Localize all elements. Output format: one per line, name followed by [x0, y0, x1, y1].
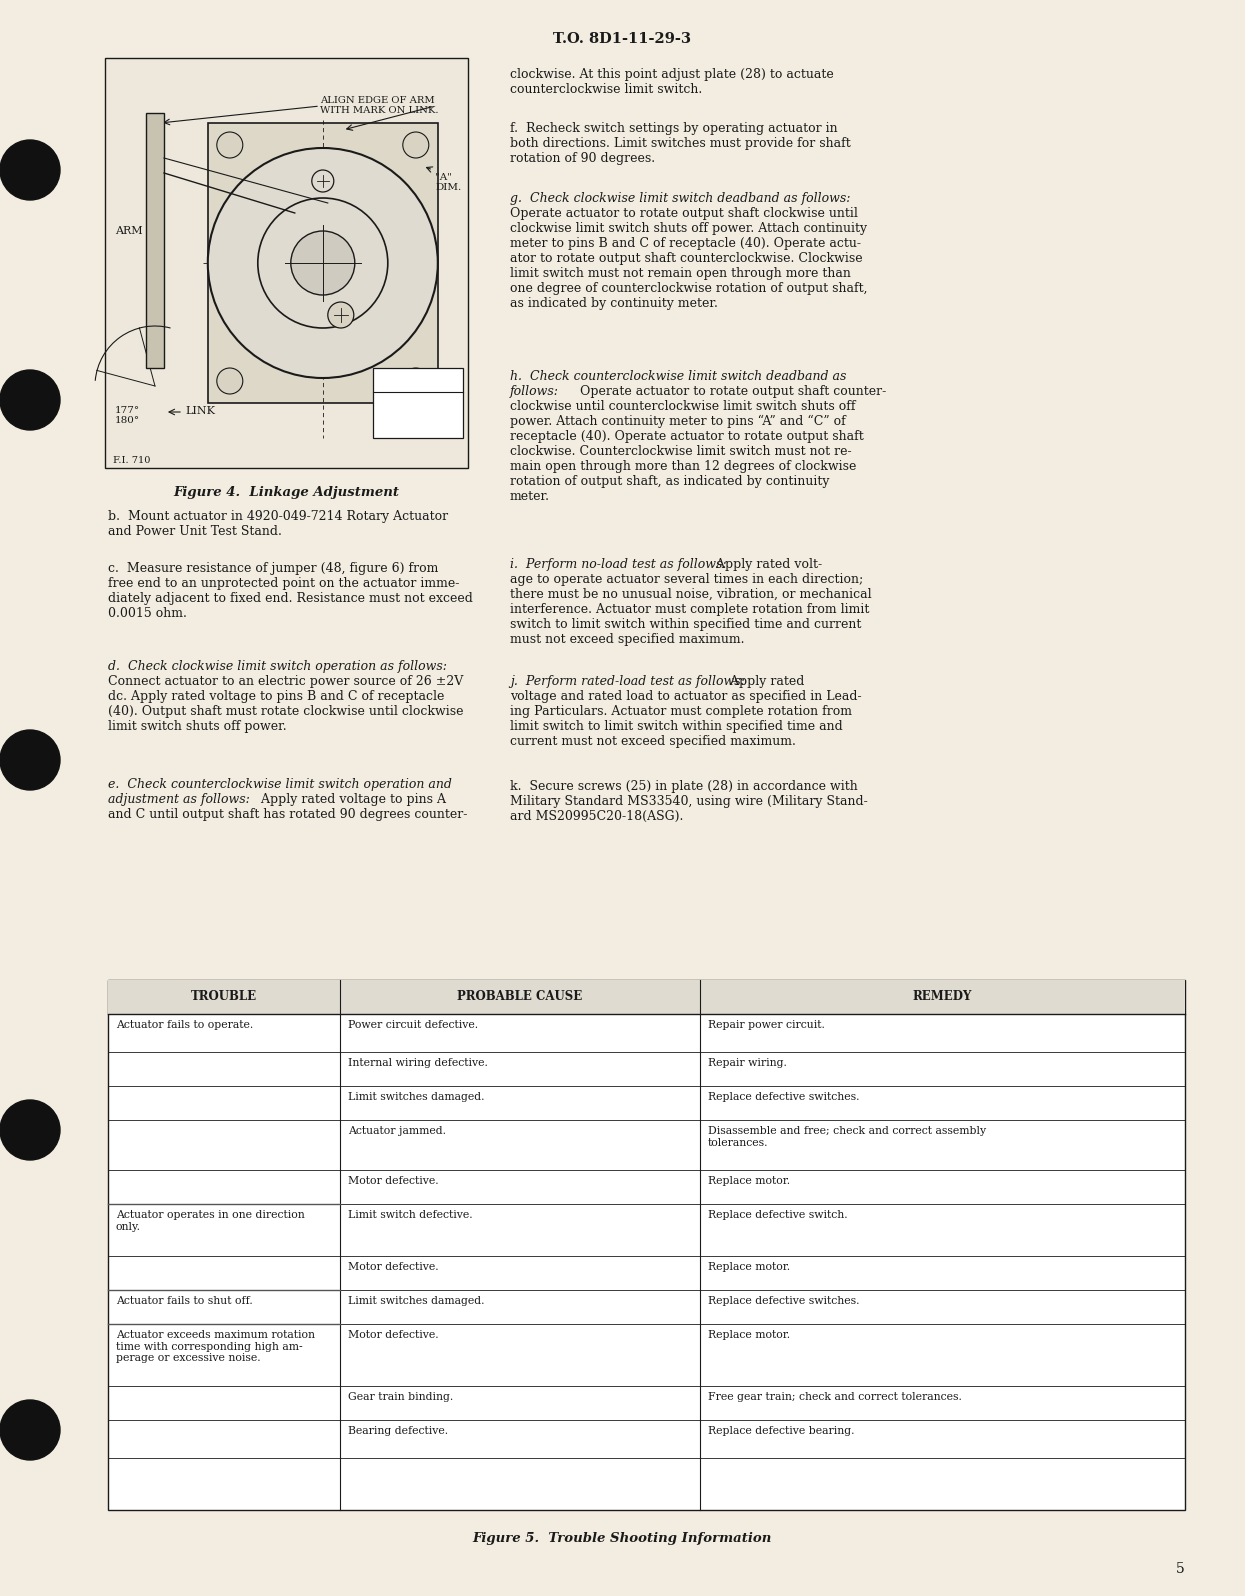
Text: ARM: ARM	[115, 227, 143, 236]
Circle shape	[217, 369, 243, 394]
Text: adjustment as follows:: adjustment as follows:	[108, 793, 250, 806]
Text: Motor defective.: Motor defective.	[349, 1262, 438, 1272]
Text: Operate actuator to rotate output shaft counter-: Operate actuator to rotate output shaft …	[571, 385, 886, 397]
Circle shape	[0, 140, 60, 200]
Text: 177°
180°: 177° 180°	[115, 405, 141, 426]
Text: age to operate actuator several times in each direction;
there must be no unusua: age to operate actuator several times in…	[510, 573, 872, 646]
Text: "A"
DIM.: "A" DIM.	[435, 172, 461, 193]
Bar	[146, 113, 164, 369]
Text: Operate actuator to rotate output shaft clockwise until
clockwise limit switch s: Operate actuator to rotate output shaft …	[510, 207, 868, 310]
Text: j.  Perform rated-load test as follows:: j. Perform rated-load test as follows:	[510, 675, 745, 688]
Text: b.  Mount actuator in 4920-049-7214 Rotary Actuator
and Power Unit Test Stand.: b. Mount actuator in 4920-049-7214 Rotar…	[108, 511, 448, 538]
Text: F.I. 710: F.I. 710	[113, 456, 151, 464]
Text: A: A	[413, 373, 423, 386]
Circle shape	[311, 171, 334, 192]
Text: Limit switches damaged.: Limit switches damaged.	[349, 1296, 484, 1306]
Text: T.O. 8D1-11-29-3: T.O. 8D1-11-29-3	[553, 32, 691, 46]
Text: Disassemble and free; check and correct assembly
tolerances.: Disassemble and free; check and correct …	[708, 1127, 986, 1148]
Text: Replace defective bearing.: Replace defective bearing.	[708, 1425, 854, 1436]
Text: e.  Check counterclockwise limit switch operation and: e. Check counterclockwise limit switch o…	[108, 777, 452, 792]
Bar	[108, 980, 1185, 1013]
Bar	[208, 123, 438, 404]
Text: d.  Check clockwise limit switch operation as follows:: d. Check clockwise limit switch operatio…	[108, 661, 447, 674]
Text: h.  Check counterclockwise limit switch deadband as: h. Check counterclockwise limit switch d…	[510, 370, 847, 383]
Text: Gear train binding.: Gear train binding.	[349, 1392, 453, 1401]
Text: and C until output shaft has rotated 90 degrees counter-: and C until output shaft has rotated 90 …	[108, 808, 467, 820]
Text: 5: 5	[1177, 1562, 1185, 1575]
Text: REMEDY: REMEDY	[913, 990, 971, 1002]
Text: ALIGN EDGE OF ARM
WITH MARK ON LINK.: ALIGN EDGE OF ARM WITH MARK ON LINK.	[320, 96, 438, 115]
Text: Replace motor.: Replace motor.	[708, 1176, 791, 1186]
Text: Actuator exceeds maximum rotation
time with corresponding high am-
perage or exc: Actuator exceeds maximum rotation time w…	[116, 1329, 315, 1363]
Circle shape	[0, 729, 60, 790]
Text: Free gear train; check and correct tolerances.: Free gear train; check and correct toler…	[708, 1392, 962, 1401]
Text: Repair power circuit.: Repair power circuit.	[708, 1020, 825, 1029]
Text: c.  Measure resistance of jumper (48, figure 6) from
free end to an unprotected : c. Measure resistance of jumper (48, fig…	[108, 562, 473, 619]
Text: i.  Perform no-load test as follows:: i. Perform no-load test as follows:	[510, 559, 727, 571]
Text: Power circuit defective.: Power circuit defective.	[349, 1020, 478, 1029]
Bar	[374, 369, 463, 437]
Text: clockwise until counterclockwise limit switch shuts off
power. Attach continuity: clockwise until counterclockwise limit s…	[510, 401, 864, 503]
Text: Apply rated volt-: Apply rated volt-	[708, 559, 822, 571]
Circle shape	[403, 132, 428, 158]
Circle shape	[291, 231, 355, 295]
Text: Internal wiring defective.: Internal wiring defective.	[349, 1058, 488, 1068]
Text: Actuator fails to shut off.: Actuator fails to shut off.	[116, 1296, 253, 1306]
Circle shape	[0, 370, 60, 429]
Text: follows:: follows:	[510, 385, 559, 397]
Text: Apply rated voltage to pins A: Apply rated voltage to pins A	[253, 793, 446, 806]
Text: Actuator fails to operate.: Actuator fails to operate.	[116, 1020, 253, 1029]
Text: Connect actuator to an electric power source of 26 ±2V
dc. Apply rated voltage t: Connect actuator to an electric power so…	[108, 675, 463, 733]
Text: Actuator jammed.: Actuator jammed.	[349, 1127, 446, 1136]
Text: voltage and rated load to actuator as specified in Lead-
ing Particulars. Actuat: voltage and rated load to actuator as sp…	[510, 689, 862, 749]
Circle shape	[0, 1100, 60, 1160]
Text: Replace defective switches.: Replace defective switches.	[708, 1092, 859, 1101]
Text: k.  Secure screws (25) in plate (28) in accordance with
Military Standard MS3354: k. Secure screws (25) in plate (28) in a…	[510, 780, 868, 824]
Text: TROUBLE: TROUBLE	[190, 990, 256, 1002]
Text: Figure 5.  Trouble Shooting Information: Figure 5. Trouble Shooting Information	[472, 1532, 772, 1545]
Circle shape	[0, 1400, 60, 1460]
Text: Actuator operates in one direction
only.: Actuator operates in one direction only.	[116, 1210, 305, 1232]
Text: f.  Recheck switch settings by operating actuator in
both directions. Limit swit: f. Recheck switch settings by operating …	[510, 121, 850, 164]
Bar	[105, 57, 468, 468]
Circle shape	[208, 148, 438, 378]
Text: g.  Check clockwise limit switch deadband as follows:: g. Check clockwise limit switch deadband…	[510, 192, 850, 204]
Text: LINK: LINK	[186, 405, 215, 417]
Text: Bearing defective.: Bearing defective.	[349, 1425, 448, 1436]
Text: Limit switch defective.: Limit switch defective.	[349, 1210, 473, 1219]
Text: 0.03
IN. MIN: 0.03 IN. MIN	[396, 397, 439, 418]
Circle shape	[327, 302, 354, 329]
Circle shape	[217, 132, 243, 158]
Text: Apply rated: Apply rated	[722, 675, 804, 688]
Text: Replace defective switches.: Replace defective switches.	[708, 1296, 859, 1306]
Text: Motor defective.: Motor defective.	[349, 1329, 438, 1341]
Text: Repair wiring.: Repair wiring.	[708, 1058, 787, 1068]
Text: Figure 4.  Linkage Adjustment: Figure 4. Linkage Adjustment	[173, 487, 400, 500]
Text: Motor defective.: Motor defective.	[349, 1176, 438, 1186]
Bar	[108, 980, 1185, 1510]
Text: Replace defective switch.: Replace defective switch.	[708, 1210, 848, 1219]
Text: Replace motor.: Replace motor.	[708, 1262, 791, 1272]
Circle shape	[403, 369, 428, 394]
Text: Limit switches damaged.: Limit switches damaged.	[349, 1092, 484, 1101]
Text: PROBABLE CAUSE: PROBABLE CAUSE	[457, 990, 583, 1002]
Text: clockwise. At this point adjust plate (28) to actuate
counterclockwise limit swi: clockwise. At this point adjust plate (2…	[510, 69, 834, 96]
Text: Replace motor.: Replace motor.	[708, 1329, 791, 1341]
